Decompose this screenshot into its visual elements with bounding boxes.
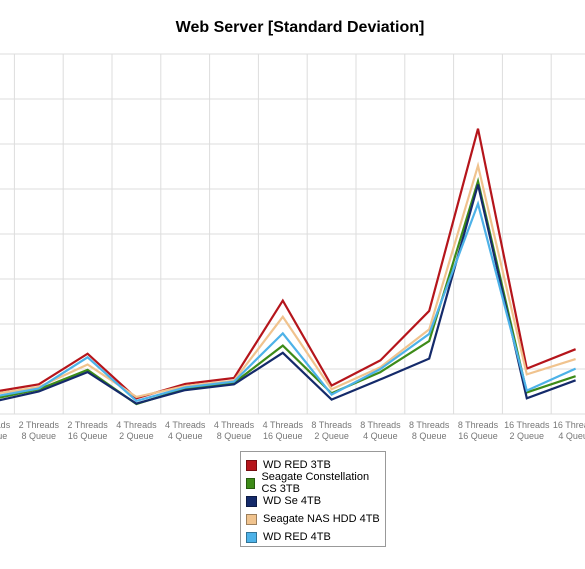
series-line-seagate-constellation-cs-3tb bbox=[0, 177, 576, 406]
legend-label: Seagate NAS HDD 4TB bbox=[263, 513, 380, 525]
series-lines bbox=[0, 128, 577, 406]
legend-item-wd-red-4tb: WD RED 4TB bbox=[246, 528, 385, 546]
x-tick-label: 8 Threads 2 Queue bbox=[311, 420, 352, 441]
legend-swatch bbox=[246, 531, 257, 543]
series-line-wd-se-4tb bbox=[0, 184, 576, 405]
legend-label: WD Se 4TB bbox=[263, 495, 322, 507]
grid-lines bbox=[0, 53, 585, 415]
series-line-seagate-nas-hdd-4tb bbox=[0, 161, 576, 399]
legend-swatch bbox=[246, 513, 257, 525]
series-line-wd-red-3tb bbox=[0, 128, 577, 400]
x-tick-label: 8 Threads 8 Queue bbox=[409, 420, 450, 441]
x-tick-label: 16 Threads 2 Queue bbox=[504, 420, 550, 441]
x-tick-label: 4 Threads 16 Queue bbox=[263, 420, 304, 441]
x-tick-label: 4 Threads 4 Queue bbox=[165, 420, 206, 441]
legend-item-wd-se-4tb: WD Se 4TB bbox=[246, 492, 385, 510]
x-tick-label: 4 Threads 8 Queue bbox=[214, 420, 255, 441]
legend-label: WD RED 3TB bbox=[263, 459, 331, 471]
legend-swatch bbox=[246, 459, 257, 471]
x-tick-label: 4 Threads 2 Queue bbox=[116, 420, 157, 441]
chart-title: Web Server [Standard Deviation] bbox=[175, 19, 425, 36]
legend-label: Seagate Constellation CS 3TB bbox=[261, 471, 370, 495]
x-tick-label: 8 Threads 4 Queue bbox=[360, 420, 401, 441]
series-line-wd-red-4tb bbox=[0, 200, 577, 403]
legend-item-wd-red-3tb: WD RED 3TB bbox=[246, 456, 385, 474]
legend: WD RED 3TB Seagate Constellation CS 3TB WD… bbox=[240, 451, 386, 547]
legend-label: WD RED 4TB bbox=[263, 531, 331, 543]
legend-item-seagate-constellation-cs-3tb: Seagate Constellation CS 3TB bbox=[246, 471, 385, 495]
legend-item-seagate-nas-hdd-4tb: Seagate NAS HDD 4TB bbox=[246, 510, 385, 528]
legend-swatch bbox=[246, 477, 256, 489]
legend-swatch bbox=[246, 495, 257, 507]
x-tick-label: 8 Threads 16 Queue bbox=[458, 420, 499, 441]
x-tick-label: 2 Threads 16 Queue bbox=[67, 420, 108, 441]
x-tick-label: 2 Threads 8 Queue bbox=[19, 420, 60, 441]
